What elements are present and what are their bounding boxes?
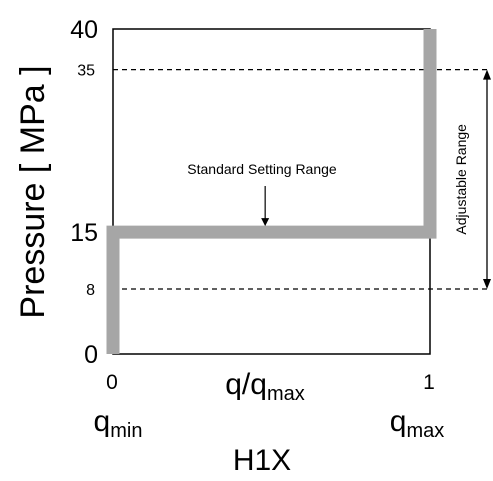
x-tick-label-1: 1 [423,371,435,394]
x-end-label-max: qmax [390,405,444,442]
x-end-labels: qmin qmax [94,405,445,442]
y-tick-labels: 0 8 15 35 40 [70,16,98,369]
y-tick-label-35: 35 [77,63,95,80]
y-tick-label-40: 40 [70,16,98,44]
range-label: Adjustable Range [453,124,469,235]
plot-frame [112,28,431,355]
series-layer [106,29,437,354]
y-tick-label-8: 8 [86,282,95,299]
x-end-label-min: qmin [94,405,143,442]
range-arrow-head-top [483,69,491,80]
annotation-arrow-head [261,218,270,227]
range-arrow-head-bottom [483,279,491,289]
x-axis-label: q/qmax [225,368,305,405]
annotations: Standard Setting Range [187,161,337,227]
y-tick-label-15: 15 [70,219,98,247]
adjustable-range: Adjustable Range [453,69,491,289]
y-tick-label-0: 0 [84,341,98,369]
x-tick-label-0: 0 [106,371,118,394]
chart-title: H1X [233,444,291,477]
series-line-0 [106,29,437,354]
y-axis-label: Pressure [ MPa ] [14,65,52,318]
annotation-label: Standard Setting Range [187,161,337,177]
